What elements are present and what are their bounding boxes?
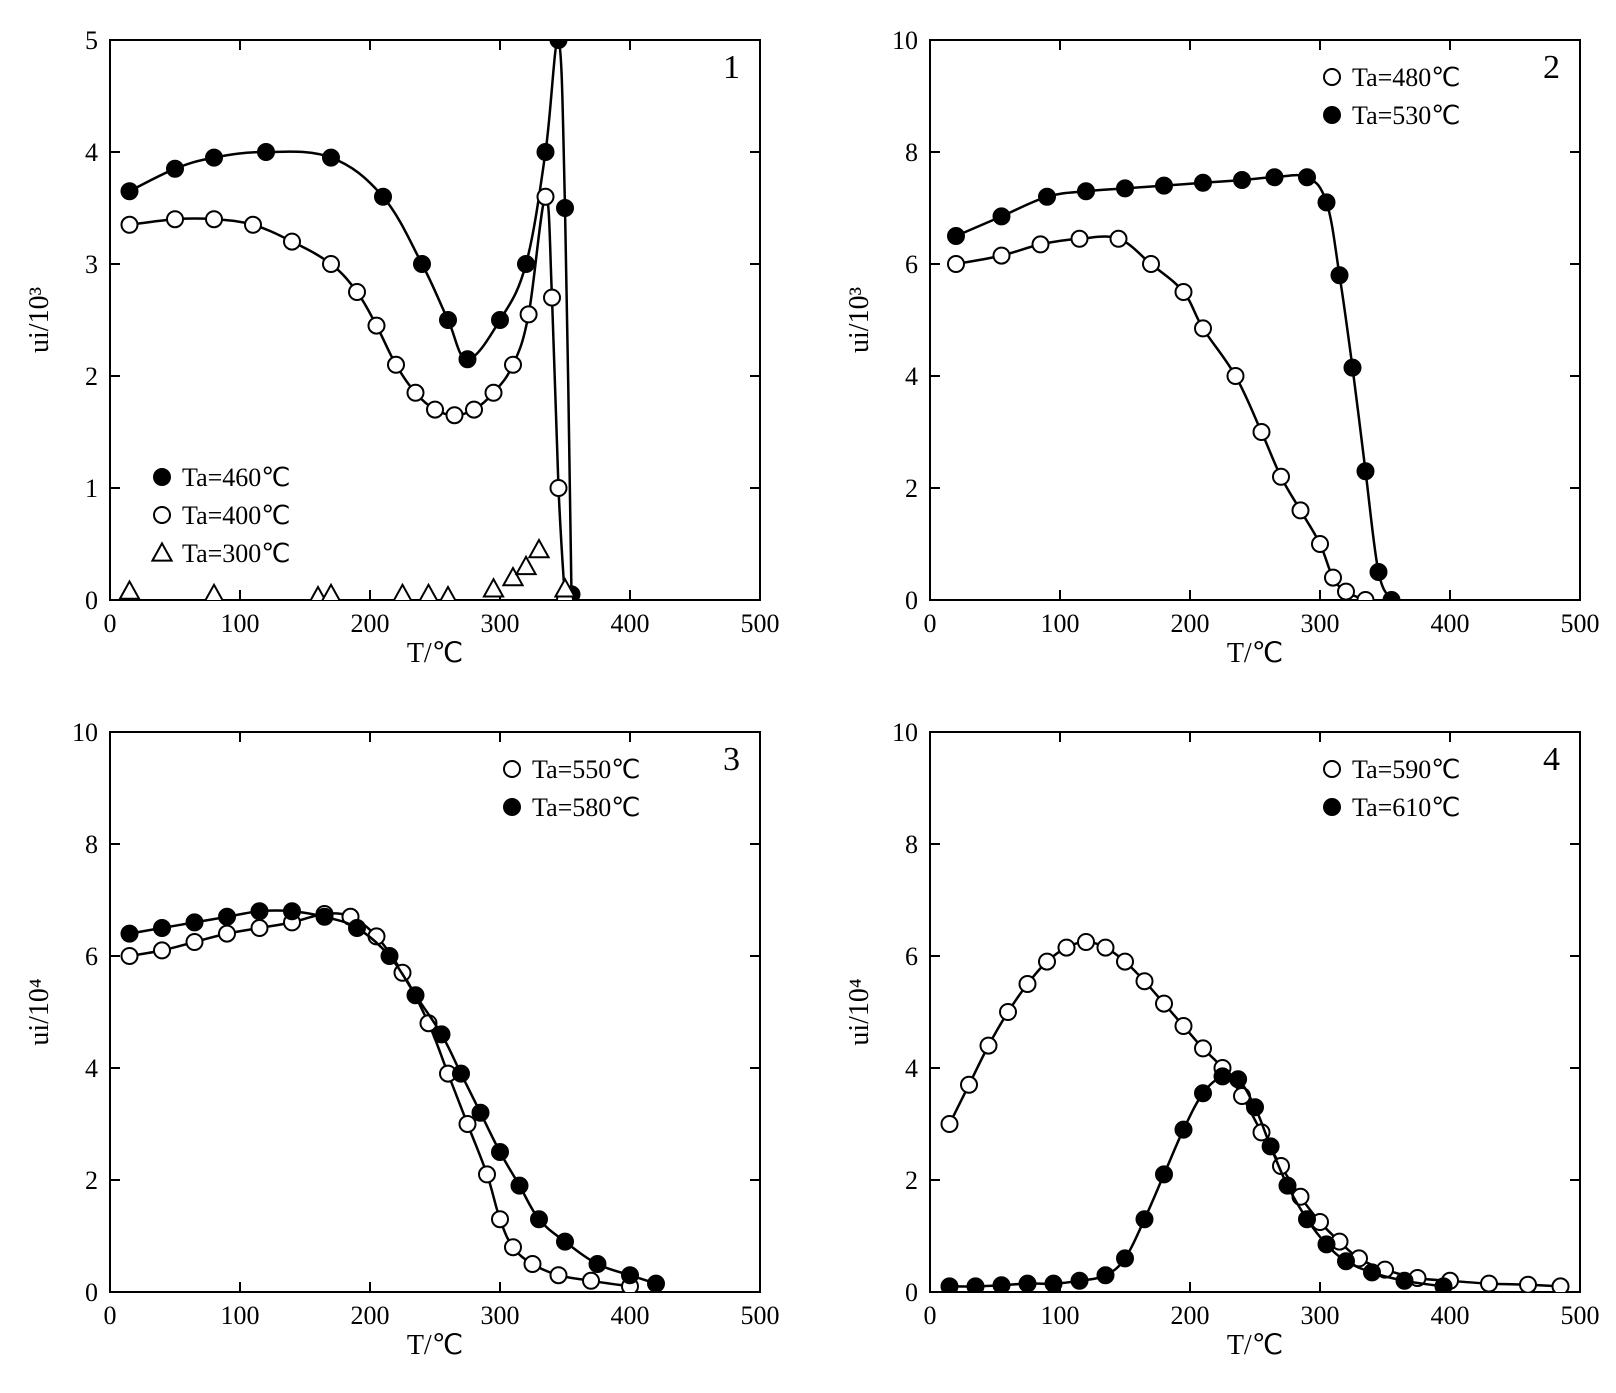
- legend-label: Ta=550℃: [532, 755, 640, 784]
- ytick-label: 4: [905, 362, 918, 391]
- ytick-label: 0: [905, 1278, 918, 1307]
- xtick-label: 300: [481, 1301, 520, 1330]
- series-curve: [956, 175, 1392, 600]
- xtick-label: 100: [1041, 1301, 1080, 1330]
- legend-entry: Ta=400℃: [154, 501, 290, 530]
- ytick-label: 2: [905, 474, 918, 503]
- plot-frame: [110, 732, 760, 1292]
- legend: Ta=590℃ Ta=610℃: [1324, 755, 1460, 822]
- ytick-label: 3: [85, 250, 98, 279]
- x-axis-label: T/℃: [407, 1330, 463, 1361]
- series-curve: [130, 910, 657, 1283]
- y-axis-label: ui/10⁴: [844, 978, 875, 1045]
- xtick-label: 0: [924, 1301, 937, 1330]
- xtick-label: 200: [1171, 609, 1210, 638]
- series-curve: [956, 237, 1366, 600]
- legend-entry: Ta=590℃: [1324, 755, 1460, 784]
- xtick-label: 300: [1301, 609, 1340, 638]
- legend: Ta=460℃ Ta=400℃ Ta=300℃: [152, 463, 290, 568]
- legend: Ta=480℃ Ta=530℃: [1324, 63, 1460, 130]
- x-axis-label: T/℃: [1227, 638, 1283, 669]
- legend-label: Ta=460℃: [182, 463, 290, 492]
- legend: Ta=550℃ Ta=580℃: [504, 755, 640, 822]
- ytick-label: 0: [85, 586, 98, 615]
- ytick-label: 8: [85, 830, 98, 859]
- ytick-label: 6: [905, 942, 918, 971]
- ytick-label: 8: [905, 830, 918, 859]
- y-axis-label: ui/10³: [844, 287, 875, 353]
- xtick-label: 0: [104, 1301, 117, 1330]
- xtick-label: 300: [481, 609, 520, 638]
- panel-number: 3: [723, 741, 740, 778]
- x-axis-label: T/℃: [407, 638, 463, 669]
- legend-entry: Ta=580℃: [504, 793, 640, 822]
- legend-entry: Ta=530℃: [1324, 101, 1460, 130]
- chart-panel-1: 0100200300400500012345T/℃ui/10³1Ta=460℃T…: [20, 20, 780, 682]
- panel-number: 1: [723, 49, 740, 86]
- xtick-label: 500: [741, 1301, 780, 1330]
- ytick-label: 2: [85, 362, 98, 391]
- xtick-label: 400: [1431, 1301, 1470, 1330]
- ytick-label: 6: [85, 942, 98, 971]
- legend-label: Ta=480℃: [1352, 63, 1460, 92]
- xtick-label: 200: [351, 1301, 390, 1330]
- y-axis-label: ui/10³: [24, 287, 55, 353]
- ytick-label: 4: [85, 138, 98, 167]
- ytick-label: 5: [85, 26, 98, 55]
- xtick-label: 0: [924, 609, 937, 638]
- legend-label: Ta=610℃: [1352, 793, 1460, 822]
- ytick-label: 10: [892, 718, 918, 747]
- xtick-label: 500: [1561, 609, 1600, 638]
- legend-label: Ta=300℃: [182, 539, 290, 568]
- xtick-label: 300: [1301, 1301, 1340, 1330]
- series-curve: [130, 913, 631, 1286]
- ytick-label: 4: [905, 1054, 918, 1083]
- ytick-label: 6: [905, 250, 918, 279]
- ytick-label: 4: [85, 1054, 98, 1083]
- ytick-label: 10: [892, 26, 918, 55]
- x-axis-label: T/℃: [1227, 1330, 1283, 1361]
- xtick-label: 0: [104, 609, 117, 638]
- ytick-label: 2: [905, 1166, 918, 1195]
- legend-label: Ta=530℃: [1352, 101, 1460, 130]
- panel-number: 2: [1543, 49, 1560, 86]
- legend-label: Ta=400℃: [182, 501, 290, 530]
- ytick-label: 0: [85, 1278, 98, 1307]
- legend-entry: Ta=460℃: [154, 463, 290, 492]
- xtick-label: 200: [351, 609, 390, 638]
- xtick-label: 400: [611, 1301, 650, 1330]
- xtick-label: 500: [1561, 1301, 1600, 1330]
- legend-entry: Ta=300℃: [152, 539, 290, 568]
- xtick-label: 100: [1041, 609, 1080, 638]
- legend-label: Ta=580℃: [532, 793, 640, 822]
- legend-entry: Ta=550℃: [504, 755, 640, 784]
- panel-number: 4: [1543, 741, 1560, 778]
- legend-entry: Ta=610℃: [1324, 793, 1460, 822]
- ytick-label: 8: [905, 138, 918, 167]
- ytick-label: 2: [85, 1166, 98, 1195]
- xtick-label: 400: [1431, 609, 1470, 638]
- xtick-label: 200: [1171, 1301, 1210, 1330]
- xtick-label: 100: [221, 1301, 260, 1330]
- legend-entry: Ta=480℃: [1324, 63, 1460, 92]
- ytick-label: 0: [905, 586, 918, 615]
- series-curve: [950, 1074, 1444, 1286]
- chart-panel-3: 0 100 200 300 400 500 0 2 4 6 8 10 T/℃ ui/10⁴ 3 Ta=550℃…: [20, 712, 780, 1374]
- plot-frame: [930, 40, 1580, 600]
- y-axis-label: ui/10⁴: [24, 978, 55, 1045]
- chart-panel-4: 0 100 200 300 400 500 0 2 4 6 8 10 T/℃ ui/10⁴ 4 Ta=590℃…: [840, 712, 1600, 1374]
- plot-frame: [930, 732, 1580, 1292]
- xtick-label: 100: [221, 609, 260, 638]
- ytick-label: 1: [85, 474, 98, 503]
- xtick-label: 500: [741, 609, 780, 638]
- legend-label: Ta=590℃: [1352, 755, 1460, 784]
- chart-panel-2: 0 100 200 300 400 500 0 2 4 6 8 10 T/℃ ui/10³ 2 Ta=480℃…: [840, 20, 1600, 682]
- xtick-label: 400: [611, 609, 650, 638]
- ytick-label: 10: [72, 718, 98, 747]
